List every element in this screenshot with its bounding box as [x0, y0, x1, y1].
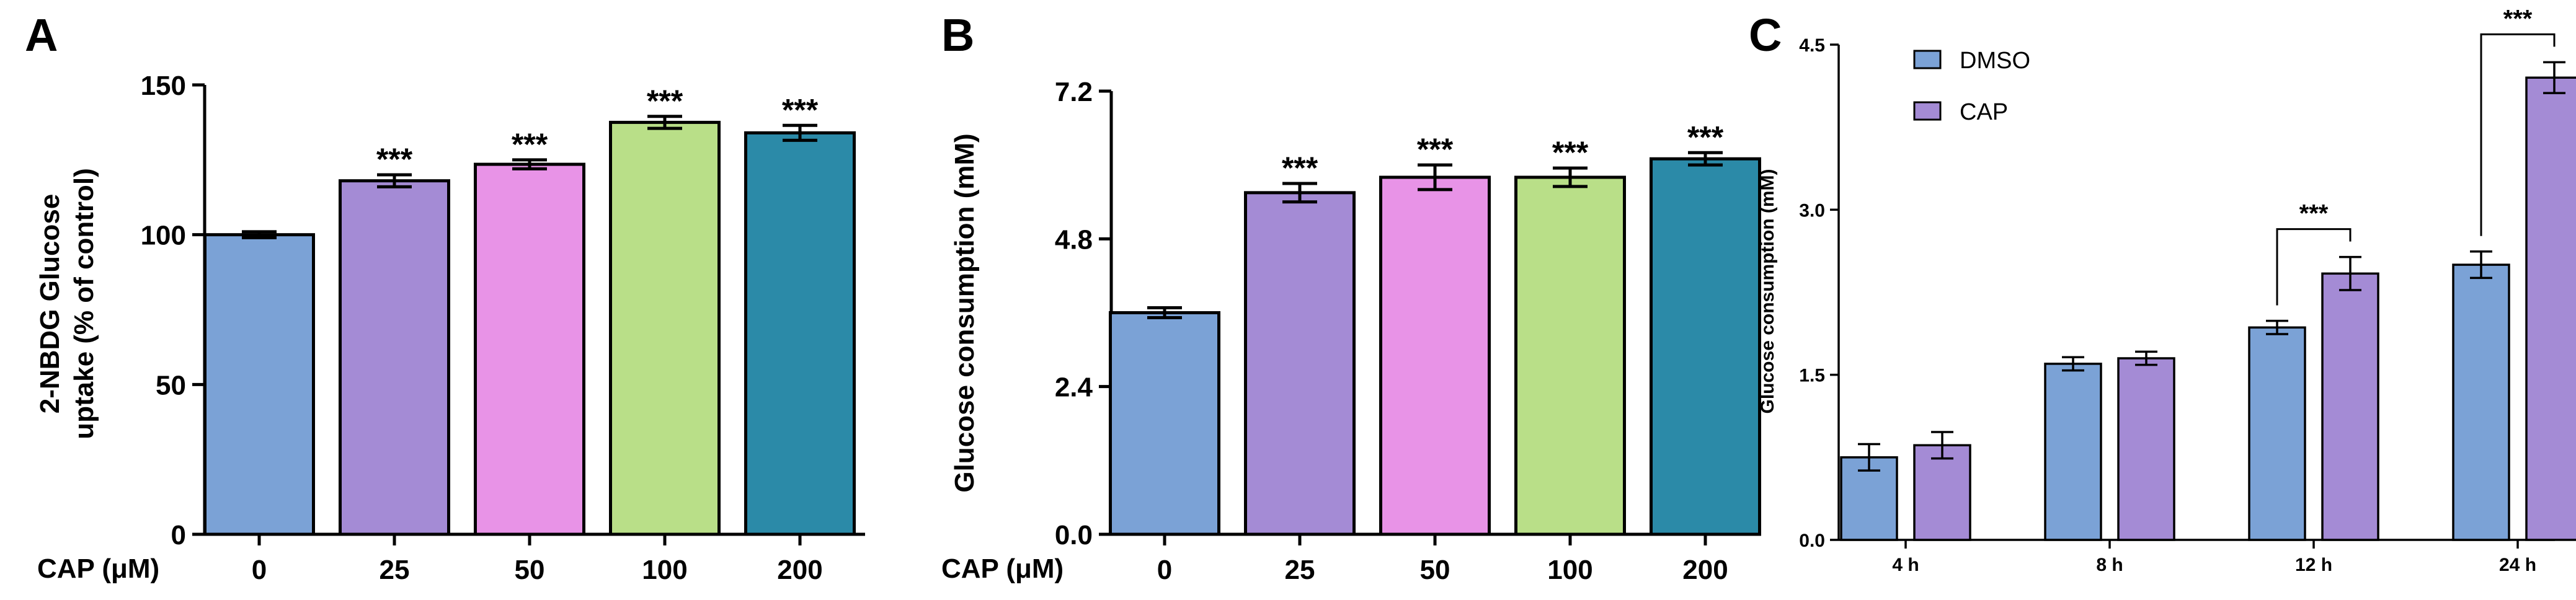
panel-a-ylabel-line-2: uptake (% of control) [69, 168, 99, 439]
a-bar-25 [339, 179, 450, 536]
c-bar-dmso-12h [2248, 326, 2306, 541]
a-bar-50 [474, 162, 585, 536]
c-significance-bracket [2276, 228, 2352, 306]
c-xtick-label: 12 h [2295, 555, 2332, 575]
c-xtick-label: 8 h [2096, 555, 2123, 575]
panel-b: B Glucose consumption (mM) CAP (μM) 0.0 2… [941, 9, 1761, 585]
a-bar-0 [203, 233, 315, 536]
b-bar-100 [1514, 175, 1626, 536]
panel-b-plot: 0.0 2.4 4.8 7.2 0 25 *** 50 *** 100 *** 200 *** [1055, 77, 1761, 585]
b-bar-200 [1650, 157, 1761, 536]
a-bar-200 [744, 131, 856, 536]
panel-c-ylabel: Glucose consumption (mM) [1757, 169, 1778, 413]
b-ytick-label: 7.2 [1055, 77, 1093, 107]
panel-b-xlabel: CAP (μM) [941, 554, 1064, 584]
panel-a-label: A [25, 9, 58, 61]
c-bar-cap-24h [2525, 76, 2576, 541]
b-ytick-label: 4.8 [1055, 224, 1093, 255]
b-xtick-label: 0 [1157, 555, 1172, 585]
a-ytick-label: 100 [141, 221, 186, 251]
b-bar-25 [1244, 191, 1356, 536]
panel-b-label: B [941, 9, 974, 61]
a-xtick-label: 0 [252, 555, 267, 585]
c-ytick-label: 0.0 [1799, 531, 1825, 551]
panel-a-xlabel: CAP (μM) [37, 554, 159, 584]
panel-a-ylabel-line-1: 2-NBDG Glucose [35, 194, 65, 414]
legend-swatch-dmso [1913, 50, 1942, 69]
a-xtick-label: 200 [777, 555, 822, 585]
b-xtick-label: 100 [1547, 555, 1592, 585]
a-bar-100 [609, 120, 721, 536]
a-xtick-label: 25 [380, 555, 410, 585]
a-significance: *** [647, 84, 683, 118]
c-ytick-label: 1.5 [1799, 366, 1825, 386]
c-bar-dmso-8h [2044, 363, 2102, 541]
panel-a: A 2-NBDG Glucose uptake (% of control) C… [25, 9, 865, 585]
a-ytick-label: 50 [156, 370, 186, 400]
panel-a-plot: 0 50 100 150 0 25 *** 50 *** 100 *** 200 *** [141, 71, 865, 585]
a-ytick-label: 150 [141, 71, 186, 101]
c-significance: *** [2299, 200, 2329, 227]
panel-c: C Glucose consumption (mM) 0.0 1.5 3.0 4.5 4… [1749, 5, 2576, 575]
c-xtick-label: 24 h [2499, 555, 2536, 575]
a-xtick-label: 50 [515, 555, 545, 585]
legend-label-dmso: DMSO [1960, 48, 2030, 74]
b-ytick-label: 0.0 [1055, 520, 1093, 550]
c-significance-bracket [2480, 33, 2556, 236]
c-ytick-label: 3.0 [1799, 200, 1825, 221]
a-significance: *** [376, 142, 413, 177]
b-significance: *** [1552, 135, 1589, 170]
a-xtick-label: 100 [642, 555, 687, 585]
a-significance: *** [782, 92, 819, 127]
b-xtick-label: 25 [1285, 555, 1315, 585]
a-significance: *** [512, 127, 548, 162]
a-ytick-label: 0 [171, 520, 186, 550]
panel-c-label: C [1749, 9, 1782, 61]
b-bar-50 [1379, 175, 1491, 536]
b-significance: *** [1687, 120, 1724, 154]
b-xtick-label: 200 [1682, 555, 1728, 585]
b-bar-0 [1109, 311, 1220, 536]
c-xtick-label: 4 h [1892, 555, 1919, 575]
b-xtick-label: 50 [1420, 555, 1450, 585]
c-bar-dmso-24h [2452, 263, 2510, 541]
legend-swatch-cap [1913, 101, 1942, 121]
legend-label-cap: CAP [1960, 99, 2008, 125]
b-significance: *** [1417, 132, 1454, 167]
b-significance: *** [1282, 151, 1318, 185]
c-bar-cap-8h [2117, 357, 2175, 541]
b-ytick-label: 2.4 [1055, 373, 1093, 403]
c-ytick-label: 4.5 [1799, 35, 1825, 56]
panel-c-plot: 0.0 1.5 3.0 4.5 4 h 8 h 12 h 24 h *** *** [1799, 5, 2576, 575]
panel-c-legend: DMSO CAP [1913, 48, 2030, 125]
c-significance: *** [2503, 5, 2533, 32]
panel-b-ylabel: Glucose consumption (mM) [949, 133, 980, 492]
c-bar-cap-12h [2321, 272, 2379, 541]
